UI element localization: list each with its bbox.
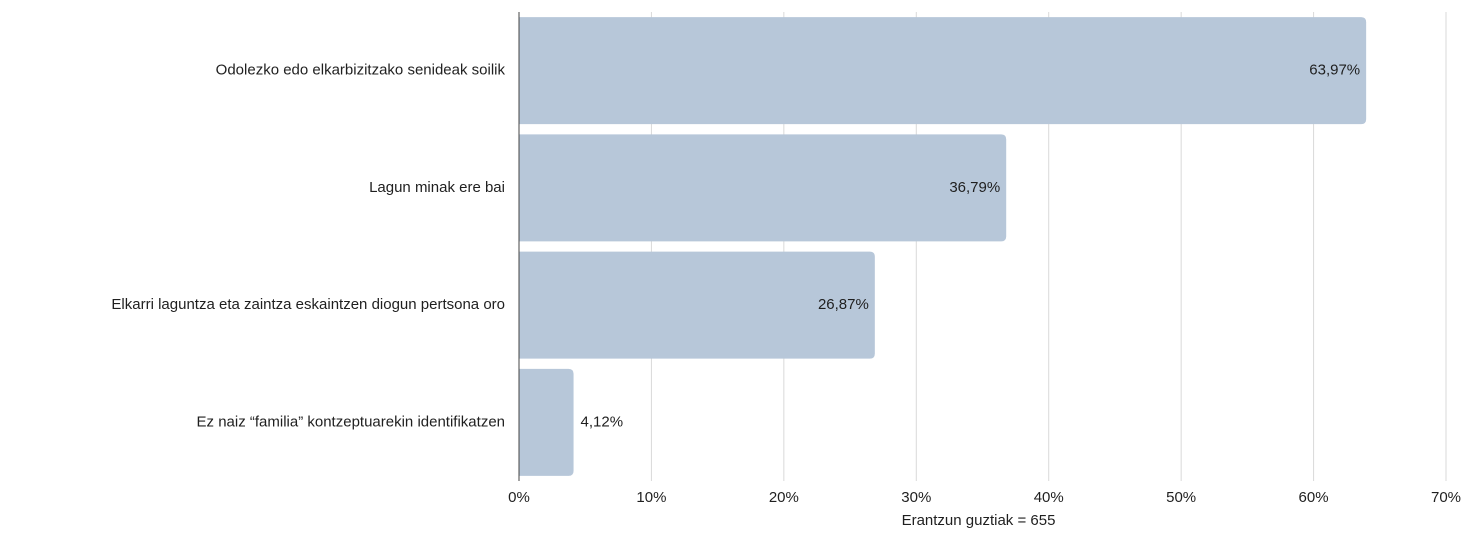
bars	[519, 17, 1367, 476]
x-tick-label: 10%	[636, 489, 666, 506]
bar	[519, 17, 1367, 125]
x-tick-label: 60%	[1299, 489, 1329, 506]
value-label: 26,87%	[818, 296, 869, 313]
bar	[519, 368, 574, 476]
x-tick-label: 70%	[1431, 489, 1461, 506]
category-label: Odolezko edo elkarbizitzako senideak soi…	[216, 62, 506, 79]
value-label: 36,79%	[949, 179, 1000, 196]
value-label: 63,97%	[1309, 62, 1360, 79]
category-labels: Odolezko edo elkarbizitzako senideak soi…	[111, 62, 505, 431]
x-axis-label: Erantzun guztiak = 655	[901, 512, 1056, 529]
x-tick-label: 20%	[769, 489, 799, 506]
category-label: Elkarri laguntza eta zaintza eskaintzen …	[111, 296, 505, 313]
x-tick-labels: 0% 10% 20% 30% 40% 50% 60% 70%	[508, 489, 1461, 506]
x-tick-label: 0%	[508, 489, 530, 506]
x-tick-label: 50%	[1166, 489, 1196, 506]
bar	[519, 251, 875, 359]
category-label: Lagun minak ere bai	[369, 179, 505, 196]
category-label: Ez naiz “familia” kontzeptuarekin identi…	[197, 413, 505, 430]
value-label: 4,12%	[581, 413, 624, 430]
value-labels: 63,97% 36,79% 26,87% 4,12%	[581, 62, 1361, 431]
x-tick-label: 40%	[1034, 489, 1064, 506]
bar	[519, 134, 1007, 242]
x-tick-label: 30%	[901, 489, 931, 506]
